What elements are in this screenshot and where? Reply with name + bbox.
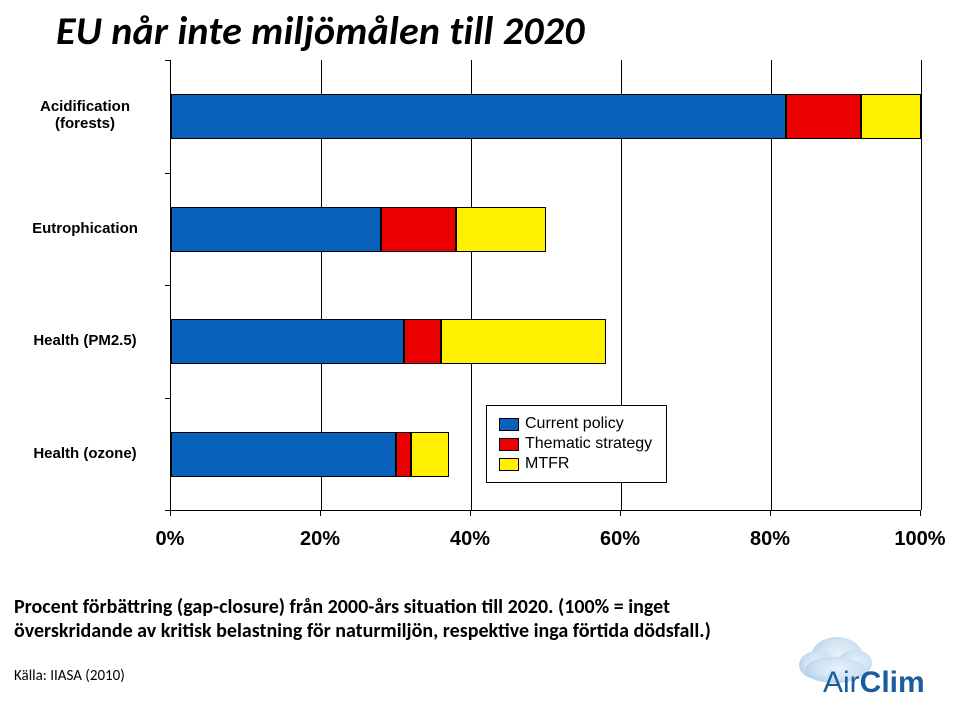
bar-segment-thematic_strategy bbox=[381, 207, 456, 252]
bar-segment-mtfr bbox=[456, 207, 546, 252]
bar-segment-current_policy bbox=[171, 94, 786, 139]
x-tick-label: 20% bbox=[300, 528, 340, 551]
x-tick bbox=[170, 510, 171, 516]
plot-area: Current policy Thematic strategy MTFR bbox=[170, 60, 921, 511]
x-tick bbox=[620, 510, 621, 516]
logo-text: AirClim bbox=[823, 666, 925, 699]
legend-swatch bbox=[499, 418, 519, 431]
bar-segment-current_policy bbox=[171, 319, 404, 364]
y-axis-label: Eutrophication bbox=[10, 221, 160, 238]
x-tick bbox=[920, 510, 921, 516]
y-tick bbox=[165, 60, 171, 61]
legend-item: Current policy bbox=[499, 415, 652, 433]
y-axis-label: Acidification(forests) bbox=[10, 99, 160, 132]
y-tick bbox=[165, 285, 171, 286]
y-axis-labels: Acidification(forests) Eutrophication Heal… bbox=[10, 60, 165, 510]
x-tick-label: 80% bbox=[750, 528, 790, 551]
bar-segment-thematic_strategy bbox=[396, 432, 411, 477]
x-tick bbox=[320, 510, 321, 516]
x-tick-label: 100% bbox=[894, 528, 945, 551]
bar-segment-mtfr bbox=[441, 319, 606, 364]
legend-label: MTFR bbox=[525, 455, 569, 473]
x-tick-label: 0% bbox=[156, 528, 185, 551]
y-axis-label: Health (PM2.5) bbox=[10, 333, 160, 350]
gridline bbox=[921, 60, 922, 510]
bar-row bbox=[171, 94, 921, 139]
chart-caption: Procent förbättring (gap-closure) från 2… bbox=[14, 596, 774, 643]
bar-segment-mtfr bbox=[411, 432, 449, 477]
airclim-logo: AirClim bbox=[777, 629, 952, 701]
bar-segment-current_policy bbox=[171, 432, 396, 477]
y-axis-label: Health (ozone) bbox=[10, 446, 160, 463]
x-tick-label: 40% bbox=[450, 528, 490, 551]
bar-segment-mtfr bbox=[861, 94, 921, 139]
x-tick-label: 60% bbox=[600, 528, 640, 551]
bar-segment-current_policy bbox=[171, 207, 381, 252]
y-tick bbox=[165, 173, 171, 174]
legend-item: MTFR bbox=[499, 455, 652, 473]
legend-item: Thematic strategy bbox=[499, 435, 652, 453]
bar-chart: Acidification(forests) Eutrophication Heal… bbox=[10, 60, 950, 570]
bar-segment-thematic_strategy bbox=[404, 319, 442, 364]
legend-label: Thematic strategy bbox=[525, 435, 652, 453]
bar-segment-thematic_strategy bbox=[786, 94, 861, 139]
legend: Current policy Thematic strategy MTFR bbox=[486, 405, 667, 483]
x-tick bbox=[470, 510, 471, 516]
bar-row bbox=[171, 319, 921, 364]
chart-source: Källa: IIASA (2010) bbox=[14, 667, 125, 685]
bar-row bbox=[171, 207, 921, 252]
legend-swatch bbox=[499, 458, 519, 471]
x-tick bbox=[770, 510, 771, 516]
legend-label: Current policy bbox=[525, 415, 624, 433]
legend-swatch bbox=[499, 438, 519, 451]
page-title: EU når inte miljömålen till 2020 bbox=[56, 6, 585, 55]
y-tick bbox=[165, 398, 171, 399]
